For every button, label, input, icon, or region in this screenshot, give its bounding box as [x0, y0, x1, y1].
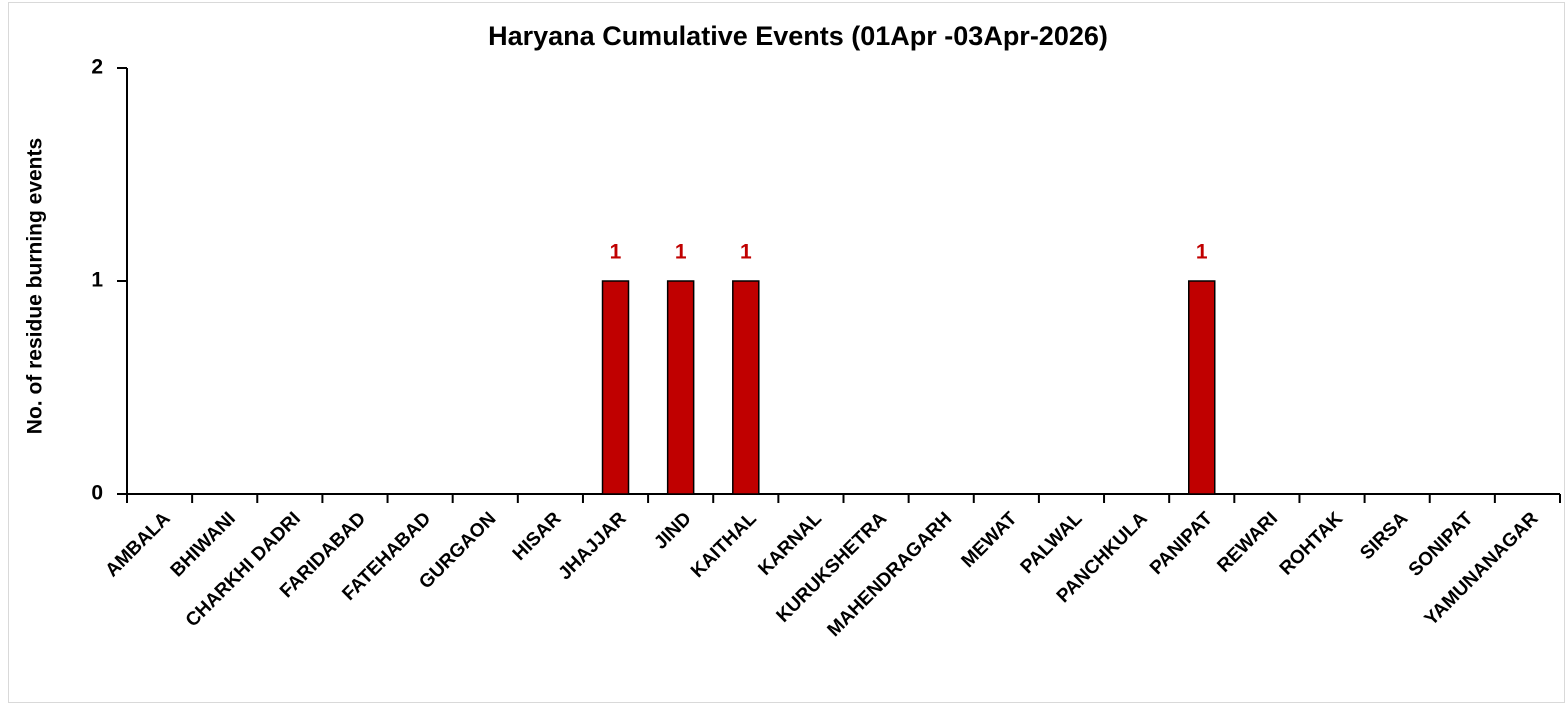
chart-border	[8, 2, 1565, 703]
bar	[666, 280, 695, 495]
bar	[732, 280, 760, 495]
bar	[601, 280, 630, 495]
y-axis-label: No. of residue burning events	[24, 138, 47, 434]
data-label: 1	[740, 241, 752, 264]
chart-title: Haryana Cumulative Events (01Apr -03Apr-…	[488, 21, 1108, 51]
data-label: 1	[610, 241, 622, 264]
y-tick-label: 1	[91, 269, 103, 292]
bar	[1188, 280, 1216, 495]
y-tick-label: 2	[91, 56, 103, 79]
data-label: 1	[675, 241, 687, 264]
data-label: 1	[1196, 241, 1208, 264]
y-tick-label: 0	[91, 482, 103, 505]
